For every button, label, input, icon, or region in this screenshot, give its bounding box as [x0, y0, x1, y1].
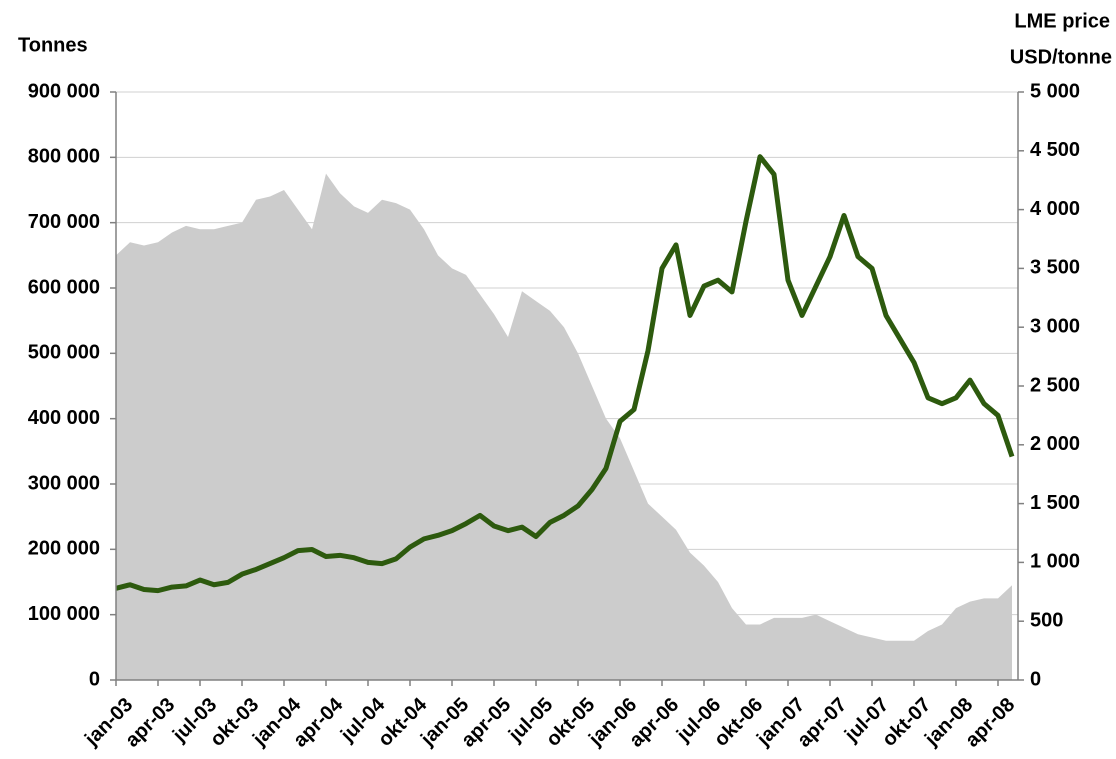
y-tick-label: 100 000 [28, 603, 100, 625]
y2-tick-label: 5 000 [1030, 80, 1080, 102]
stock-area [116, 173, 1012, 680]
y2-tick-label: 0 [1030, 668, 1041, 690]
y2-tick-label: 500 [1030, 609, 1063, 631]
y2-tick-label: 2 500 [1030, 374, 1080, 396]
y-tick-label: 900 000 [28, 80, 100, 102]
y-tick-label: 600 000 [28, 276, 100, 298]
x-tick-label: okt-07 [878, 694, 935, 751]
x-tick-label: okt-06 [710, 694, 767, 751]
y-tick-label: 700 000 [28, 211, 100, 233]
y2-tick-label: 4 000 [1030, 198, 1080, 220]
y2-tick-label: 2 000 [1030, 433, 1080, 455]
y-tick-label: 300 000 [28, 472, 100, 494]
y2-tick-label: 1 500 [1030, 492, 1080, 514]
x-tick-label: okt-05 [542, 694, 599, 751]
y2-tick-label: 4 500 [1030, 139, 1080, 161]
y-tick-label: 200 000 [28, 538, 100, 560]
y2-tick-label: 1 000 [1030, 551, 1080, 573]
y2-axis-title: LME price [1014, 10, 1110, 32]
y2-tick-label: 3 000 [1030, 315, 1080, 337]
x-tick-label: apr-04 [289, 693, 348, 752]
y-tick-label: 0 [89, 668, 100, 690]
y2-tick-label: 3 500 [1030, 257, 1080, 279]
price-line [115, 154, 1015, 594]
y2-axis-title: USD/tonne [1010, 46, 1112, 68]
y-axis-title: Tonnes [18, 34, 88, 56]
x-tick-label: okt-03 [206, 694, 263, 751]
y-tick-label: 400 000 [28, 407, 100, 429]
y-tick-label: 500 000 [28, 342, 100, 364]
y-tick-label: 800 000 [28, 146, 100, 168]
